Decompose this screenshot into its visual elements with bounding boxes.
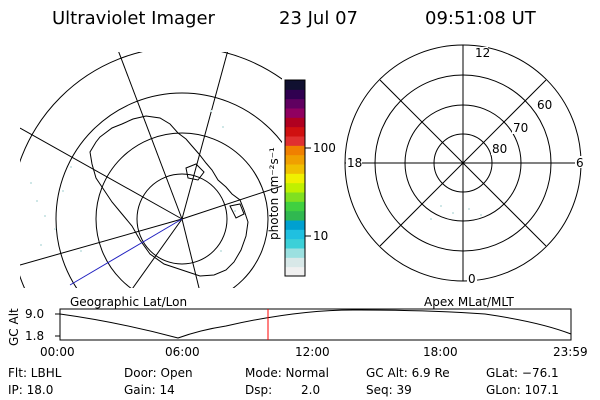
ip-info: IP: 18.0: [8, 383, 54, 397]
x-tick-12-00: 12:00: [295, 345, 330, 359]
orbit-track: [69, 218, 183, 286]
coastline-island: [229, 203, 245, 219]
colorbar-band: [285, 154, 305, 165]
meridian-line: [181, 218, 200, 288]
altitude-plot-frame: [59, 308, 572, 341]
y-tick-label-9: 9.0: [25, 307, 44, 321]
gc-alt-info: GC Alt: 6.9 Re: [366, 366, 450, 380]
x-tick-00-00: 00:00: [40, 345, 75, 359]
colorbar-band: [285, 117, 305, 128]
colorbar-band: [285, 182, 305, 193]
noise-speckles: [30, 110, 236, 252]
colorbar-band: [285, 266, 305, 277]
colorbar-band: [285, 257, 305, 268]
dsp-info-value: 2.0: [301, 383, 321, 397]
glon-info: GLon: 107.1: [486, 383, 559, 397]
x-tick-06-00: 06:00: [165, 345, 200, 359]
lat-circle-mid: [95, 132, 269, 288]
colorbar-band: [285, 192, 305, 202]
meridian-line: [132, 218, 183, 288]
colorbar-band: [285, 136, 305, 146]
time-label: 09:51:08 UT: [425, 8, 536, 29]
meridian-line: [118, 52, 183, 220]
colorbar-band: [285, 220, 305, 230]
coastline-island: [185, 163, 205, 181]
altitude-plot: 9.0 1.8 GC Alt 00:00 06:00 12:00 18:00 2…: [7, 307, 588, 359]
colorbar-tick-10: 10: [313, 229, 328, 243]
geographic-map: [20, 52, 282, 288]
mlt-label-0: 0: [468, 272, 476, 286]
y-tick-label-1-8: 1.8: [25, 329, 44, 343]
colorbar-band: [285, 164, 305, 174]
instrument-title: Ultraviolet Imager: [52, 8, 215, 29]
altitude-curve: [59, 309, 572, 339]
colorbar-band: [285, 210, 305, 221]
meridian-line: [181, 185, 282, 220]
colorbar-band: [285, 145, 305, 156]
mlt-diagonal-line: [379, 79, 547, 247]
mlat-label-70: 70: [513, 121, 528, 135]
gain-info: Gain: 14: [124, 383, 175, 397]
mlt-label-12: 12: [475, 46, 490, 60]
door-info: Door: Open: [124, 366, 193, 380]
intensity-colorbar: [285, 80, 305, 277]
filter-info: Flt: LBHL: [8, 366, 62, 380]
colorbar-band: [285, 229, 305, 240]
mlt-label-18: 18: [347, 156, 362, 170]
meridian-line: [181, 52, 228, 220]
glat-info: GLat: −76.1: [486, 366, 559, 380]
colorbar-band: [285, 98, 305, 109]
colorbar-tick-100: 100: [313, 141, 336, 155]
colorbar-band: [285, 238, 305, 249]
colorbar-band: [285, 108, 305, 118]
colorbar-band: [285, 173, 305, 184]
mode-info: Mode: Normal: [245, 366, 329, 380]
mlt-label-6: 6: [576, 156, 584, 170]
meridian-line: [20, 218, 183, 266]
colorbar-band: [285, 126, 305, 137]
magnetic-polar-plot: 12 0 18 6 60 70 80: [344, 44, 585, 286]
colorbar-frame: [284, 79, 306, 277]
y-axis-label: GC Alt: [7, 308, 21, 346]
seq-info: Seq: 39: [366, 383, 412, 397]
dsp-info-label: Dsp:: [245, 383, 273, 397]
colorbar-unit-label: photon cm⁻²s⁻¹: [267, 147, 281, 240]
mlat-label-80: 80: [492, 142, 507, 156]
colorbar-band: [285, 80, 305, 90]
x-tick-23-59: 23:59: [553, 345, 588, 359]
noise-speckles: [430, 205, 482, 220]
meridian-line: [20, 127, 183, 220]
colorbar-band: [285, 201, 305, 212]
x-tick-18-00: 18:00: [423, 345, 458, 359]
geographic-caption: Geographic Lat/Lon: [70, 295, 187, 309]
coastline: [89, 115, 249, 277]
magnetic-caption: Apex MLat/MLT: [424, 295, 514, 309]
colorbar-band: [285, 248, 305, 258]
lat-circle-inner: [136, 173, 228, 265]
mlat-label-60: 60: [537, 98, 552, 112]
lat-circle-outer: [55, 92, 282, 288]
date-label: 23 Jul 07: [279, 8, 358, 29]
colorbar-band: [285, 89, 305, 100]
